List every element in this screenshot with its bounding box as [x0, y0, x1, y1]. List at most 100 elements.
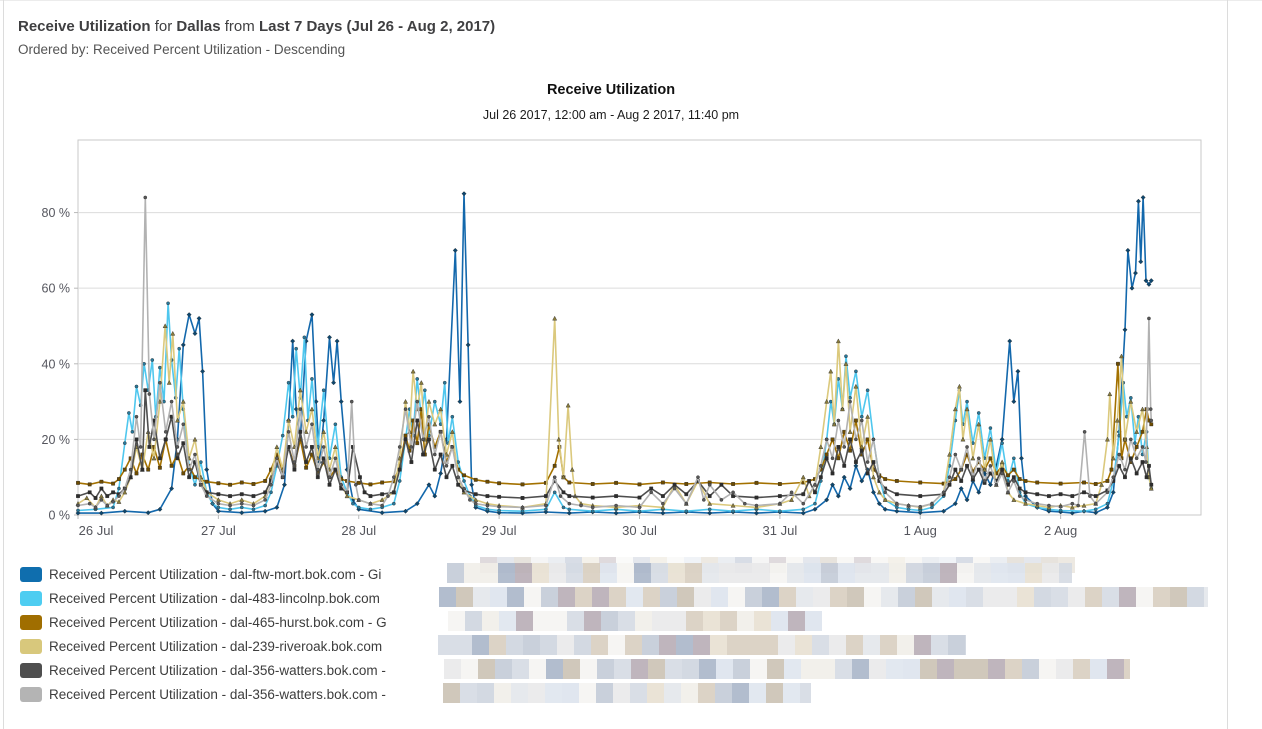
page-right-border: [1227, 0, 1228, 729]
series-line: [77, 317, 1153, 509]
redaction-cell: [788, 611, 805, 631]
redaction-cell: [1090, 659, 1107, 679]
redaction-cell: [1204, 587, 1208, 607]
report-title-sep2: from: [220, 18, 259, 35]
redacted-text-block: [439, 587, 1208, 607]
x-axis-label: 28 Jul: [341, 523, 376, 538]
legend-item[interactable]: Received Percent Utilization - dal-483-l…: [20, 586, 387, 610]
redaction-cell: [1051, 587, 1068, 607]
redaction-cell: [974, 563, 991, 583]
redaction-cell: [1136, 587, 1153, 607]
x-axis-label: 27 Jul: [201, 523, 236, 538]
report-timeframe: Last 7 Days (Jul 26 - Aug 2, 2017): [258, 18, 496, 35]
redaction-cell: [818, 659, 835, 679]
redaction-cell: [1153, 587, 1170, 607]
redaction-cell: [1034, 587, 1051, 607]
redaction-cell: [753, 563, 770, 583]
utilization-chart: Receive Utilization Jul 26 2017, 12:00 a…: [15, 82, 1207, 554]
redaction-cell: [489, 635, 506, 655]
redaction-cell: [533, 611, 550, 631]
redaction-cell: [720, 611, 737, 631]
redaction-cell: [749, 683, 766, 703]
legend-item[interactable]: Received Percent Utilization - dal-239-r…: [20, 634, 387, 658]
redaction-cell: [549, 563, 566, 583]
redaction-cell: [669, 611, 686, 631]
redaction-cell: [855, 563, 872, 583]
redaction-cell: [685, 563, 702, 583]
redaction-cell: [1039, 659, 1056, 679]
redaction-cell: [1170, 587, 1187, 607]
redaction-cell: [703, 611, 720, 631]
redaction-cell: [481, 563, 498, 583]
redaction-cell: [988, 659, 1005, 679]
redaction-cell: [676, 635, 693, 655]
x-axis-label: 2 Aug: [1044, 523, 1077, 538]
redaction-cell: [698, 683, 715, 703]
redaction-cell: [991, 563, 1008, 583]
redaction-cell: [766, 683, 783, 703]
redacted-text-block: [448, 611, 822, 631]
report-title: Receive Utilization: [18, 18, 151, 35]
redaction-cell: [983, 587, 1000, 607]
redaction-cell: [447, 563, 464, 583]
legend-swatch: [20, 566, 42, 582]
redaction-cell: [682, 659, 699, 679]
redaction-cell: [881, 587, 898, 607]
redaction-cell: [642, 635, 659, 655]
redaction-cell: [592, 587, 609, 607]
redaction-cell: [923, 563, 940, 583]
redaction-cell: [677, 587, 694, 607]
redaction-cell: [545, 683, 562, 703]
redacted-text-block: [443, 683, 811, 703]
redaction-cell: [795, 635, 812, 655]
redaction-cell: [473, 587, 490, 607]
redaction-cell: [557, 635, 574, 655]
y-axis-label: 60 %: [42, 282, 71, 296]
redaction-cell: [880, 635, 897, 655]
page-left-border: [3, 0, 4, 729]
redaction-cell: [529, 659, 546, 679]
redaction-cell: [455, 635, 472, 655]
redaction-cell: [727, 635, 744, 655]
y-axis-label: 20 %: [42, 433, 71, 447]
redaction-cell: [643, 587, 660, 607]
legend-item[interactable]: Received Percent Utilization - dal-465-h…: [20, 610, 387, 634]
redaction-cell: [478, 659, 495, 679]
redaction-cell: [754, 611, 771, 631]
redaction-cell: [591, 635, 608, 655]
chart-subtitle: Jul 26 2017, 12:00 am - Aug 2 2017, 11:4…: [482, 108, 740, 122]
redaction-cell: [613, 683, 630, 703]
legend-item[interactable]: Received Percent Utilization - dal-ftw-m…: [20, 562, 387, 586]
legend-swatch: [20, 662, 42, 678]
redaction-cell: [511, 683, 528, 703]
redaction-cell: [652, 611, 669, 631]
redaction-cell: [618, 611, 635, 631]
redaction-cell: [600, 563, 617, 583]
redaction-cell: [566, 563, 583, 583]
redaction-cell: [651, 563, 668, 583]
redaction-cell: [1059, 563, 1072, 583]
redaction-cell: [1042, 563, 1059, 583]
redaction-cell: [783, 683, 800, 703]
redaction-cell: [609, 587, 626, 607]
legend-item[interactable]: Received Percent Utilization - dal-356-w…: [20, 658, 387, 682]
legend-item[interactable]: Received Percent Utilization - dal-356-w…: [20, 682, 387, 706]
redaction-cell: [711, 587, 728, 607]
redaction-cell: [563, 659, 580, 679]
report-header: Receive Utilization for Dallas from Last…: [18, 18, 495, 57]
redacted-text-block: [447, 563, 1072, 583]
redaction-cell: [719, 563, 736, 583]
redaction-cell: [635, 611, 652, 631]
redaction-cell: [681, 683, 698, 703]
redaction-cell: [767, 659, 784, 679]
redaction-cell: [800, 683, 811, 703]
redaction-cell: [1005, 659, 1022, 679]
legend-label: Received Percent Utilization - dal-483-l…: [49, 590, 380, 606]
chart-legend: Received Percent Utilization - dal-ftw-m…: [20, 562, 387, 706]
redaction-cell: [779, 587, 796, 607]
chart-plot-area: 0 % 20 % 40 % 60 % 80 % 26 Jul 27 Jul 28 Jul 29 …: [42, 139, 1202, 538]
redaction-cell: [494, 683, 511, 703]
series-markers: [76, 388, 1154, 500]
x-axis-label: 31 Jul: [763, 523, 798, 538]
redaction-cell: [737, 611, 754, 631]
